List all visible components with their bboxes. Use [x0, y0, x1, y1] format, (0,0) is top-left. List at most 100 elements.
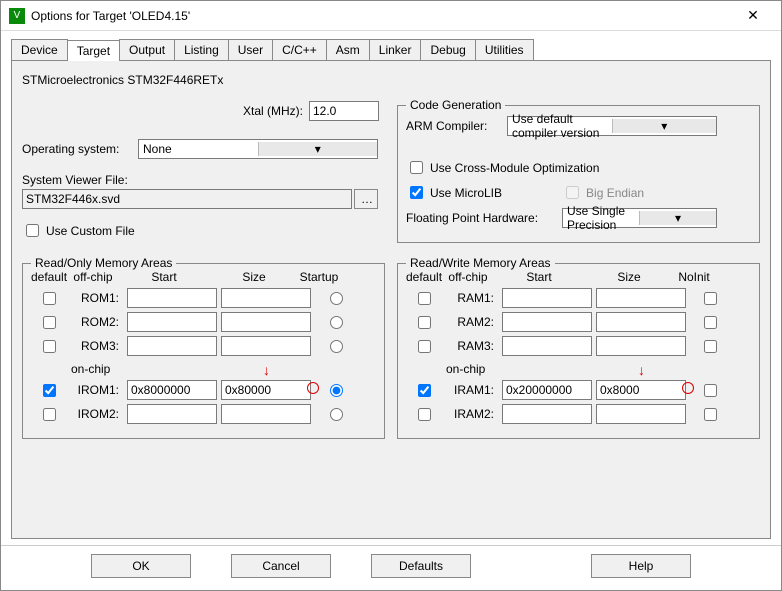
- compiler-select[interactable]: Use default compiler version▾: [507, 116, 717, 136]
- svd-browse-button[interactable]: …: [354, 189, 378, 209]
- start-input[interactable]: [502, 404, 592, 424]
- tab-asm[interactable]: Asm: [326, 39, 370, 60]
- size-input[interactable]: [221, 336, 311, 356]
- default-checkbox[interactable]: [418, 384, 431, 397]
- xtal-input[interactable]: [309, 101, 379, 121]
- start-input[interactable]: [127, 404, 217, 424]
- default-checkbox[interactable]: [43, 408, 56, 421]
- start-input[interactable]: [127, 312, 217, 332]
- start-input[interactable]: [502, 380, 592, 400]
- startup-radio[interactable]: [330, 292, 343, 305]
- tab-listing[interactable]: Listing: [174, 39, 229, 60]
- os-select[interactable]: None▾: [138, 139, 378, 159]
- default-checkbox[interactable]: [418, 408, 431, 421]
- mem-name: RAM2:: [446, 315, 498, 329]
- microlib-checkbox[interactable]: Use MicroLIB: [406, 183, 502, 202]
- cancel-button[interactable]: Cancel: [231, 554, 331, 578]
- size-input[interactable]: [596, 288, 686, 308]
- noinit-checkbox[interactable]: [704, 340, 717, 353]
- start-input[interactable]: [502, 288, 592, 308]
- startup-radio[interactable]: [330, 316, 343, 329]
- tab-user[interactable]: User: [228, 39, 273, 60]
- titlebar: V Options for Target 'OLED4.15' ✕: [1, 1, 781, 31]
- noinit-checkbox[interactable]: [704, 384, 717, 397]
- start-input[interactable]: [127, 288, 217, 308]
- readonly-legend: Read/Only Memory Areas: [31, 256, 176, 270]
- options-dialog: V Options for Target 'OLED4.15' ✕ Device…: [0, 0, 782, 591]
- tab-debug[interactable]: Debug: [420, 39, 475, 60]
- tab-target[interactable]: Target: [67, 40, 120, 61]
- tab-device[interactable]: Device: [11, 39, 68, 60]
- big-endian-checkbox: Big Endian: [562, 183, 644, 202]
- cross-opt-checkbox[interactable]: Use Cross-Module Optimization: [406, 158, 599, 177]
- size-input[interactable]: [221, 288, 311, 308]
- readwrite-group: Read/Write Memory Areas default off-chip…: [397, 263, 760, 439]
- noinit-checkbox[interactable]: [704, 292, 717, 305]
- mem-name: RAM3:: [446, 339, 498, 353]
- tab-strip: DeviceTargetOutputListingUserC/C++AsmLin…: [1, 35, 781, 60]
- memory-row: RAM2:: [406, 312, 751, 332]
- chevron-down-icon: ▾: [612, 119, 717, 133]
- startup-radio[interactable]: [330, 408, 343, 421]
- mem-name: IROM1:: [71, 383, 123, 397]
- tab-output[interactable]: Output: [119, 39, 175, 60]
- default-checkbox[interactable]: [418, 340, 431, 353]
- startup-radio[interactable]: [330, 340, 343, 353]
- compiler-label: ARM Compiler:: [406, 119, 501, 133]
- window-title: Options for Target 'OLED4.15': [31, 9, 733, 23]
- help-button[interactable]: Help: [591, 554, 691, 578]
- size-input[interactable]: [596, 380, 686, 400]
- readwrite-header: default off-chip Start Size NoInit: [406, 270, 751, 284]
- default-checkbox[interactable]: [418, 316, 431, 329]
- memory-row: IROM1:: [31, 380, 376, 400]
- left-column: Xtal (MHz): Operating system: None▾ Syst…: [22, 97, 385, 251]
- size-input[interactable]: [596, 336, 686, 356]
- mem-name: IRAM2:: [446, 407, 498, 421]
- memory-row: ROM2:: [31, 312, 376, 332]
- size-input[interactable]: [221, 404, 311, 424]
- chevron-down-icon: ▾: [639, 211, 716, 225]
- noinit-checkbox[interactable]: [704, 316, 717, 329]
- defaults-button[interactable]: Defaults: [371, 554, 471, 578]
- fp-select[interactable]: Use Single Precision▾: [562, 208, 717, 228]
- startup-radio[interactable]: [330, 384, 343, 397]
- memory-row: ROM3:: [31, 336, 376, 356]
- start-input[interactable]: [127, 380, 217, 400]
- app-icon: V: [9, 8, 25, 24]
- default-checkbox[interactable]: [43, 340, 56, 353]
- use-custom-file-checkbox[interactable]: Use Custom File: [22, 221, 135, 240]
- memory-row: IRAM2:: [406, 404, 751, 424]
- onchip-label: on-chip: [71, 362, 376, 376]
- default-checkbox[interactable]: [43, 316, 56, 329]
- default-checkbox[interactable]: [43, 384, 56, 397]
- memory-row: IROM2:: [31, 404, 376, 424]
- readonly-header: default off-chip Start Size Startup: [31, 270, 376, 284]
- os-label: Operating system:: [22, 142, 132, 156]
- size-input[interactable]: [596, 312, 686, 332]
- mem-name: ROM3:: [71, 339, 123, 353]
- start-input[interactable]: [127, 336, 217, 356]
- start-input[interactable]: [502, 312, 592, 332]
- default-checkbox[interactable]: [418, 292, 431, 305]
- memory-row: RAM3:: [406, 336, 751, 356]
- size-input[interactable]: [221, 312, 311, 332]
- tab-utilities[interactable]: Utilities: [475, 39, 534, 60]
- tab-linker[interactable]: Linker: [369, 39, 422, 60]
- memory-row: ROM1:: [31, 288, 376, 308]
- fp-label: Floating Point Hardware:: [406, 211, 556, 225]
- size-input[interactable]: [596, 404, 686, 424]
- tab-cc[interactable]: C/C++: [272, 39, 327, 60]
- size-input[interactable]: [221, 380, 311, 400]
- codegen-group: Code Generation ARM Compiler: Use defaul…: [397, 105, 760, 243]
- svd-path-input[interactable]: [22, 189, 352, 209]
- default-checkbox[interactable]: [43, 292, 56, 305]
- memory-row: IRAM1:: [406, 380, 751, 400]
- noinit-checkbox[interactable]: [704, 408, 717, 421]
- ok-button[interactable]: OK: [91, 554, 191, 578]
- target-tab-panel: STMicroelectronics STM32F446RETx Xtal (M…: [11, 60, 771, 539]
- right-column: Code Generation ARM Compiler: Use defaul…: [397, 97, 760, 251]
- close-button[interactable]: ✕: [733, 7, 773, 24]
- start-input[interactable]: [502, 336, 592, 356]
- readwrite-legend: Read/Write Memory Areas: [406, 256, 555, 270]
- readonly-group: Read/Only Memory Areas default off-chip …: [22, 263, 385, 439]
